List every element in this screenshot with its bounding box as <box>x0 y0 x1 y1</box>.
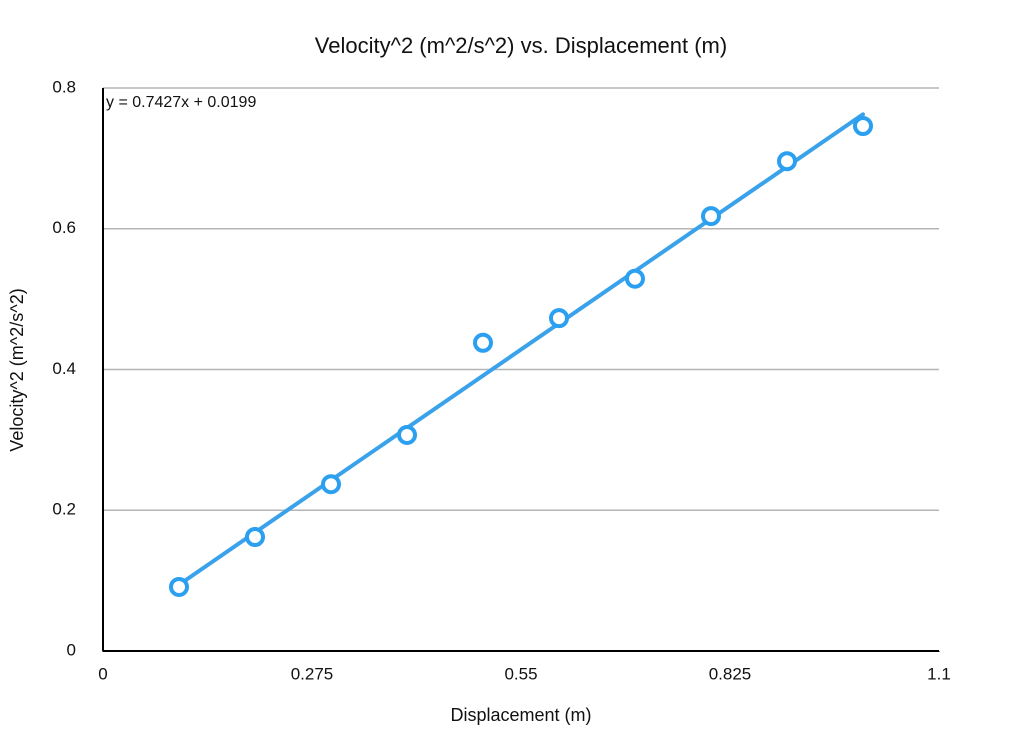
trendline <box>177 112 865 587</box>
data-point <box>245 526 265 547</box>
y-tick-label: 0 <box>67 640 76 659</box>
data-point <box>473 332 493 353</box>
data-point <box>625 268 645 289</box>
y-tick-label: 0.2 <box>52 500 76 519</box>
x-tick-label: 0.275 <box>291 664 334 683</box>
y-tick-label: 0.8 <box>52 77 76 96</box>
data-point <box>549 308 569 329</box>
x-tick-label: 0.55 <box>504 664 537 683</box>
data-point <box>321 474 341 495</box>
x-tick-label: 0.825 <box>709 664 752 683</box>
data-point <box>169 576 189 597</box>
x-axis-label: Displacement (m) <box>450 705 591 725</box>
y-axis-label: Velocity^2 (m^2/s^2) <box>7 288 27 451</box>
data-point <box>853 116 873 137</box>
chart-title: Velocity^2 (m^2/s^2) vs. Displacement (m… <box>315 33 727 58</box>
x-tick-label: 1.1 <box>927 664 951 683</box>
trendline-equation: y = 0.7427x + 0.0199 <box>106 94 256 111</box>
y-tick-label: 0.4 <box>52 359 76 378</box>
data-point <box>397 424 417 445</box>
y-tick-label: 0.6 <box>52 218 76 237</box>
x-tick-label: 0 <box>98 664 107 683</box>
data-point <box>777 151 797 172</box>
data-point <box>701 206 721 227</box>
